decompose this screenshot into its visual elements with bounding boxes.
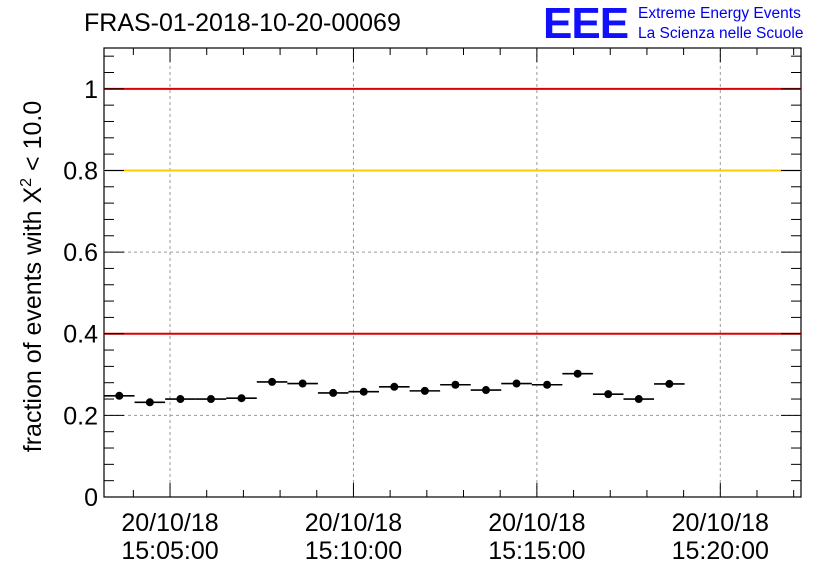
eee-logo: EEE Extreme Energy Events La Scienza nel… (543, 0, 803, 48)
x-tick-label-date: 20/10/18 (672, 509, 769, 537)
data-point (665, 379, 674, 388)
y-axis-label-suffix: < 10.0 (19, 101, 47, 178)
grid (104, 48, 801, 497)
y-tick-label: 0.4 (63, 321, 98, 349)
reference-lines (104, 87, 801, 335)
logo-line-2: La Scienza nelle Scuole (638, 25, 804, 42)
data-point (543, 380, 552, 389)
data-point (145, 398, 154, 407)
y-tick-label: 0.6 (63, 239, 98, 267)
y-axis-label: fraction of events with X2 < 10.0 (18, 101, 47, 452)
data-point (481, 386, 490, 395)
axes: 00.20.40.60.8120/10/1815:05:0020/10/1815… (63, 48, 801, 565)
plot-frame (103, 47, 802, 498)
data-point (237, 394, 246, 403)
eee-logo-text: Extreme Energy Events La Scienza nelle S… (638, 4, 803, 44)
data-point (298, 379, 307, 388)
run-title: FRAS-01-2018-10-20-00069 (84, 9, 401, 37)
x-tick-label-time: 15:10:00 (305, 537, 402, 565)
x-tick-label-time: 15:05:00 (121, 537, 218, 565)
data-point (634, 395, 643, 404)
y-tick-label: 0.2 (63, 402, 98, 430)
data-point (329, 388, 338, 397)
x-tick-label-date: 20/10/18 (121, 509, 218, 537)
data-point (390, 382, 399, 391)
x-tick-label-time: 15:20:00 (672, 537, 769, 565)
eee-logo-mark: EEE (543, 0, 629, 48)
data-point (420, 386, 429, 395)
x-tick-label-date: 20/10/18 (488, 509, 585, 537)
y-tick-label: 1 (84, 76, 98, 104)
x-tick-label-time: 15:15:00 (488, 537, 585, 565)
data-point (206, 395, 215, 404)
data-point (512, 379, 521, 388)
data-point (176, 395, 185, 404)
data-point (573, 369, 582, 378)
x-tick-label-date: 20/10/18 (305, 509, 402, 537)
data-point (115, 391, 124, 400)
data-point (359, 387, 368, 396)
y-axis-label-superscript: 2 (18, 178, 35, 187)
data-points (104, 369, 685, 407)
data-point (451, 380, 460, 389)
y-axis-label-prefix: fraction of events with X (19, 187, 47, 453)
y-tick-label: 0 (84, 484, 98, 512)
data-point (604, 390, 613, 399)
data-point (268, 377, 277, 386)
y-tick-label: 0.8 (63, 157, 98, 185)
logo-line-1: Extreme Energy Events (638, 5, 801, 22)
